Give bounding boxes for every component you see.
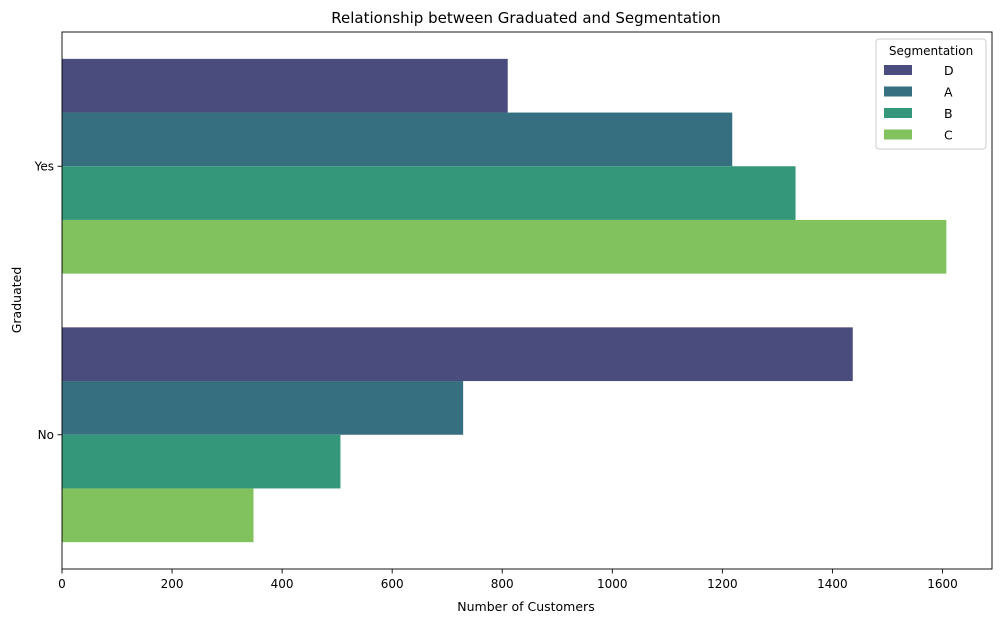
x-tick-label: 800 xyxy=(491,577,514,591)
bar-yes-d xyxy=(62,58,508,113)
bar-yes-b xyxy=(62,166,796,220)
bars-group xyxy=(62,58,947,543)
x-tick-label: 200 xyxy=(161,577,184,591)
legend-swatch-d xyxy=(884,65,912,75)
x-tick-label: 1000 xyxy=(597,577,628,591)
x-tick-label: 1600 xyxy=(927,577,958,591)
x-axis-ticks: 0 200 400 600 800 1000 1200 1400 1600 xyxy=(58,569,958,591)
bar-no-b xyxy=(62,434,341,489)
x-tick-label: 600 xyxy=(381,577,404,591)
x-axis-label: Number of Customers xyxy=(457,599,594,614)
legend-swatch-b xyxy=(884,108,912,118)
legend-swatch-a xyxy=(884,86,912,97)
legend-swatch-c xyxy=(884,129,912,140)
bar-yes-c xyxy=(62,219,947,274)
y-axis-label: Graduated xyxy=(9,267,24,334)
x-tick-label: 0 xyxy=(58,577,66,591)
bar-no-d xyxy=(62,327,853,382)
chart-title: Relationship between Graduated and Segme… xyxy=(331,9,721,27)
legend-label-b: B xyxy=(944,106,953,121)
legend-label-c: C xyxy=(944,128,953,143)
legend-label-a: A xyxy=(944,85,953,100)
bar-no-c xyxy=(62,488,254,543)
y-axis-ticks: Yes No xyxy=(34,159,62,442)
plot-frame xyxy=(61,31,993,570)
legend-title: Segmentation xyxy=(889,44,973,58)
x-tick-label: 400 xyxy=(271,577,294,591)
y-tick-label-yes: Yes xyxy=(34,159,54,173)
bar-no-a xyxy=(62,381,464,435)
x-tick-label: 1400 xyxy=(817,577,848,591)
y-tick-label-no: No xyxy=(38,428,54,442)
x-tick-label: 1200 xyxy=(707,577,738,591)
legend-label-d: D xyxy=(944,63,954,78)
bar-yes-a xyxy=(62,112,733,167)
